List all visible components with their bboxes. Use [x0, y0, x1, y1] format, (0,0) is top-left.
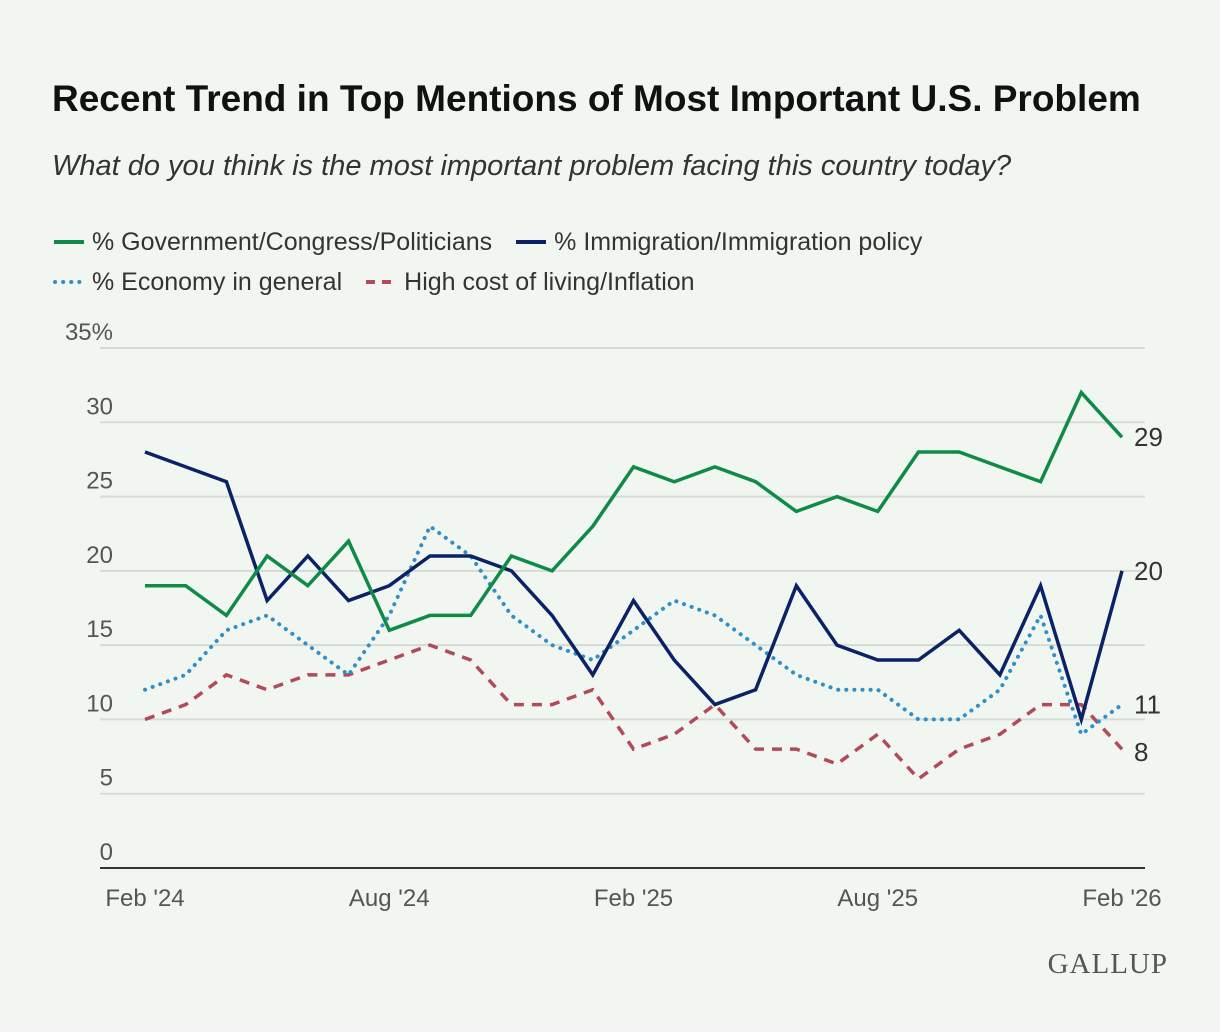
legend-swatch-dashed-red: [366, 280, 397, 284]
end-value-label: 29: [1134, 422, 1163, 452]
y-tick-label: 0: [100, 839, 113, 866]
legend-swatch-solid-navy: [516, 240, 547, 244]
end-value-label: 8: [1134, 737, 1148, 767]
chart-title: Recent Trend in Top Mentions of Most Imp…: [52, 78, 1141, 119]
series-line-0: [145, 389, 1124, 633]
legend: % Government/Congress/Politicians % Immi…: [52, 222, 1152, 302]
y-tick-label: 10: [86, 690, 113, 717]
legend-item-economy: % Economy in general: [52, 268, 342, 297]
x-tick-label: Feb '26: [1082, 885, 1161, 912]
gallup-logo: GALLUP: [1047, 948, 1168, 980]
legend-item-immigration: % Immigration/Immigration policy: [514, 228, 922, 257]
x-tick-label: Feb '24: [105, 885, 184, 912]
x-tick-label: Feb '25: [594, 885, 673, 912]
y-tick-label: 5: [100, 765, 113, 792]
legend-label: % Economy in general: [92, 267, 343, 296]
chart-subtitle: What do you think is the most important …: [52, 150, 1012, 182]
y-tick-label: 15: [86, 616, 113, 643]
x-tick-label: Aug '25: [837, 885, 918, 912]
legend-swatch-solid-green: [54, 240, 84, 244]
legend-label: High cost of living/Inflation: [404, 267, 695, 296]
legend-label: % Immigration/Immigration policy: [554, 227, 923, 256]
y-tick-label: 35%: [65, 319, 113, 346]
series-line-3: [144, 643, 1124, 782]
legend-swatch-dotted-blue: [53, 280, 86, 284]
y-tick-label: 25: [86, 468, 113, 495]
y-tick-label: 30: [86, 393, 113, 420]
legend-item-cost-of-living: High cost of living/Inflation: [364, 267, 695, 297]
x-tick-label: Aug '24: [349, 885, 430, 912]
y-tick-label: 20: [86, 542, 113, 569]
legend-item-government: % Government/Congress/Politicians: [52, 228, 492, 257]
end-value-label: 11: [1134, 690, 1161, 720]
legend-label: % Government/Congress/Politicians: [92, 227, 493, 256]
end-value-label: 20: [1134, 556, 1163, 586]
